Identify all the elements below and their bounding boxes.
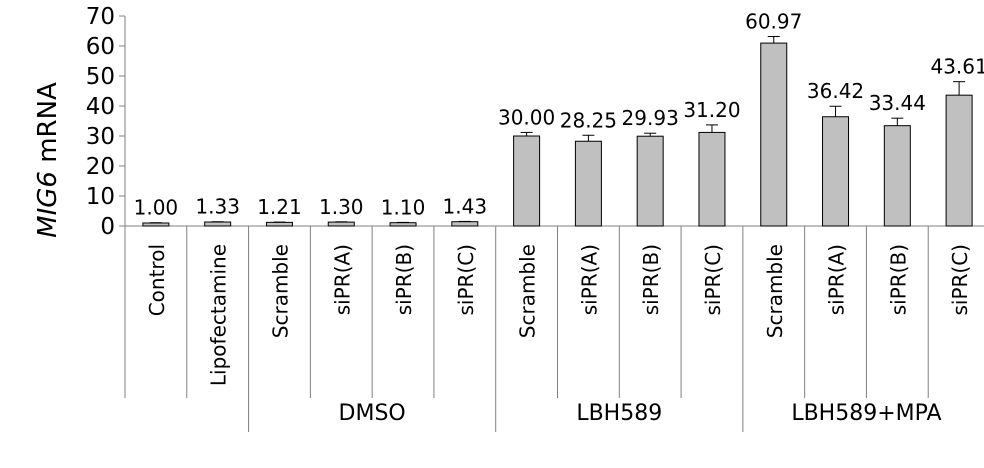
category-label: siPR(B): [639, 244, 663, 315]
category-label: Control: [145, 244, 169, 316]
bar: [327, 221, 355, 227]
data-label: 1.43: [443, 194, 488, 218]
category-label: Scramble: [763, 244, 787, 338]
plot-area: 0 10 20 30 40 50 60 70 1.00 Control 1.33 Lipofectam…: [86, 4, 984, 432]
data-label: 33.44: [869, 91, 926, 115]
category-label: siPR(C): [454, 244, 478, 316]
group-label: DMSO: [339, 401, 406, 426]
bar: [389, 222, 417, 227]
bar: [265, 221, 293, 227]
y-axis-label: MIG6 mRNA: [33, 82, 63, 238]
bar: [636, 135, 664, 227]
data-label: 1.10: [381, 195, 426, 219]
data-label: 1.33: [195, 195, 240, 219]
category-label: siPR(A): [825, 244, 849, 315]
bar: [822, 116, 850, 227]
category-label: siPR(B): [886, 244, 910, 315]
data-label: 31.20: [683, 98, 740, 122]
bar: [142, 222, 170, 227]
bar: [760, 42, 788, 227]
y-tick-label: 50: [86, 64, 115, 90]
y-tick-label: 70: [86, 4, 115, 30]
data-label: 29.93: [622, 106, 679, 130]
data-label: 43.61: [930, 55, 984, 79]
bar: [945, 94, 973, 227]
bar: [698, 131, 726, 227]
y-axis-label-gene: MIG6: [33, 171, 63, 238]
category-label: siPR(A): [577, 244, 601, 315]
bar: [204, 221, 232, 227]
category-label: siPR(B): [392, 244, 416, 315]
data-label: 1.21: [257, 195, 302, 219]
bar: [513, 135, 541, 227]
group-label: LBH589: [576, 401, 662, 426]
data-label: 60.97: [745, 9, 802, 33]
data-label: 28.25: [560, 108, 617, 132]
y-tick-label: 60: [86, 34, 115, 60]
y-tick-label: 20: [86, 154, 115, 180]
category-label: Scramble: [516, 244, 540, 338]
y-tick-label: 40: [86, 94, 115, 120]
data-label: 1.30: [319, 195, 364, 219]
data-label: 36.42: [807, 79, 864, 103]
category-label: Scramble: [268, 244, 292, 338]
data-label: 1.00: [134, 196, 179, 220]
category-label: siPR(A): [330, 244, 354, 315]
data-label: 30.00: [498, 105, 555, 129]
category-label: siPR(C): [948, 244, 972, 316]
y-tick-label: 10: [86, 184, 115, 210]
y-axis-label-unit: mRNA: [33, 82, 63, 171]
bar: [574, 140, 602, 227]
y-tick-label: 0: [100, 214, 115, 240]
y-tick-label: 30: [86, 124, 115, 150]
category-label: siPR(C): [701, 244, 725, 316]
category-label: Lipofectamine: [207, 244, 231, 386]
bar: [883, 125, 911, 227]
bar: [451, 221, 479, 227]
y-axis-title: MIG6 mRNA: [33, 82, 63, 238]
group-label: LBH589+MPA: [791, 401, 941, 426]
